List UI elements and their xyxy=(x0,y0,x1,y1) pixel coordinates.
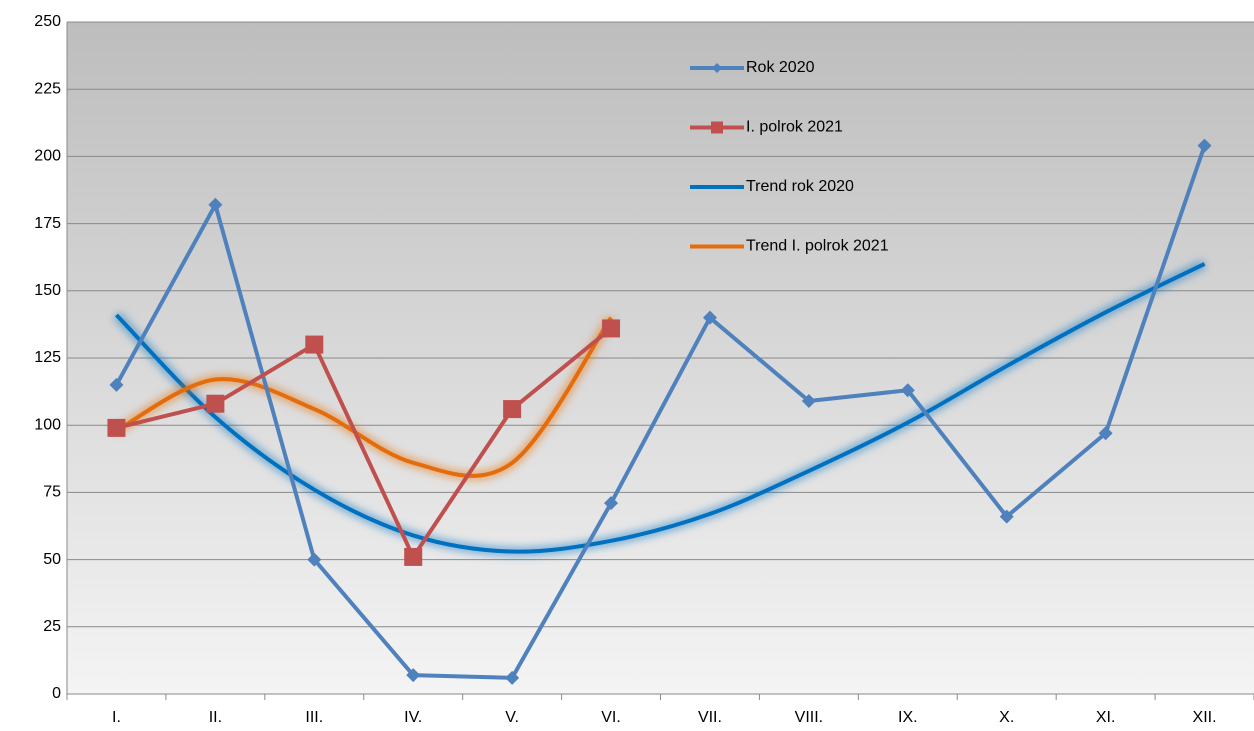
legend-marker xyxy=(712,63,722,73)
y-tick-label: 250 xyxy=(34,13,61,30)
marker xyxy=(503,400,522,419)
x-tick-label: VIII. xyxy=(795,709,823,726)
marker xyxy=(109,377,124,392)
x-tick-label: V. xyxy=(505,709,519,726)
y-tick-label: 25 xyxy=(43,618,61,635)
marker xyxy=(702,310,717,325)
marker xyxy=(801,394,816,409)
trend-line xyxy=(115,316,613,478)
x-tick-label: IX. xyxy=(898,709,918,726)
marker xyxy=(1098,426,1113,441)
marker xyxy=(1197,138,1212,153)
y-tick-label: 0 xyxy=(52,685,61,702)
legend-label: I. polrok 2021 xyxy=(746,119,843,136)
x-tick-label: II. xyxy=(209,709,222,726)
series-line xyxy=(115,326,613,559)
legend-marker xyxy=(711,121,723,134)
y-tick-label: 75 xyxy=(43,484,61,501)
marker xyxy=(602,319,621,338)
x-tick-label: XI. xyxy=(1096,709,1116,726)
x-tick-label: VII. xyxy=(698,709,722,726)
y-tick-label: 225 xyxy=(34,80,61,97)
marker xyxy=(404,547,423,566)
x-tick-label: IV. xyxy=(404,709,422,726)
x-tick-label: I. xyxy=(112,709,121,726)
marker xyxy=(208,197,223,212)
y-tick-label: 100 xyxy=(34,416,61,433)
y-tick-label: 150 xyxy=(34,282,61,299)
marker xyxy=(305,335,324,354)
marker xyxy=(604,496,619,511)
legend-label: Trend rok 2020 xyxy=(746,178,854,195)
series-line xyxy=(114,144,1207,680)
marker xyxy=(406,668,421,683)
legend-label: Trend I. polrok 2021 xyxy=(746,238,889,255)
y-tick-label: 125 xyxy=(34,349,61,366)
y-tick-label: 50 xyxy=(43,551,61,568)
x-tick-label: X. xyxy=(999,709,1014,726)
marker xyxy=(900,383,915,398)
marker xyxy=(107,418,126,437)
x-tick-label: III. xyxy=(305,709,323,726)
x-tick-label: XII. xyxy=(1193,709,1217,726)
y-tick-label: 200 xyxy=(34,148,61,165)
y-tick-label: 175 xyxy=(34,215,61,232)
marker xyxy=(505,670,520,685)
marker xyxy=(206,394,225,413)
marker xyxy=(307,552,322,567)
legend-label: Rok 2020 xyxy=(746,59,815,76)
x-tick-label: VI. xyxy=(601,709,621,726)
marker xyxy=(999,509,1014,524)
